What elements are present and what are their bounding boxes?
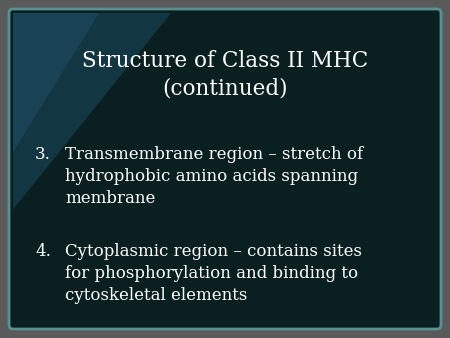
Polygon shape: [13, 13, 99, 152]
Text: Transmembrane region – stretch of
hydrophobic amino acids spanning
membrane: Transmembrane region – stretch of hydrop…: [65, 146, 363, 208]
Text: 3.: 3.: [35, 146, 51, 163]
Polygon shape: [13, 13, 171, 210]
Text: 4.: 4.: [35, 243, 51, 260]
Text: Cytoplasmic region – contains sites
for phosphorylation and binding to
cytoskele: Cytoplasmic region – contains sites for …: [65, 243, 362, 305]
FancyBboxPatch shape: [9, 9, 441, 329]
Text: Structure of Class II MHC
(continued): Structure of Class II MHC (continued): [82, 50, 368, 100]
